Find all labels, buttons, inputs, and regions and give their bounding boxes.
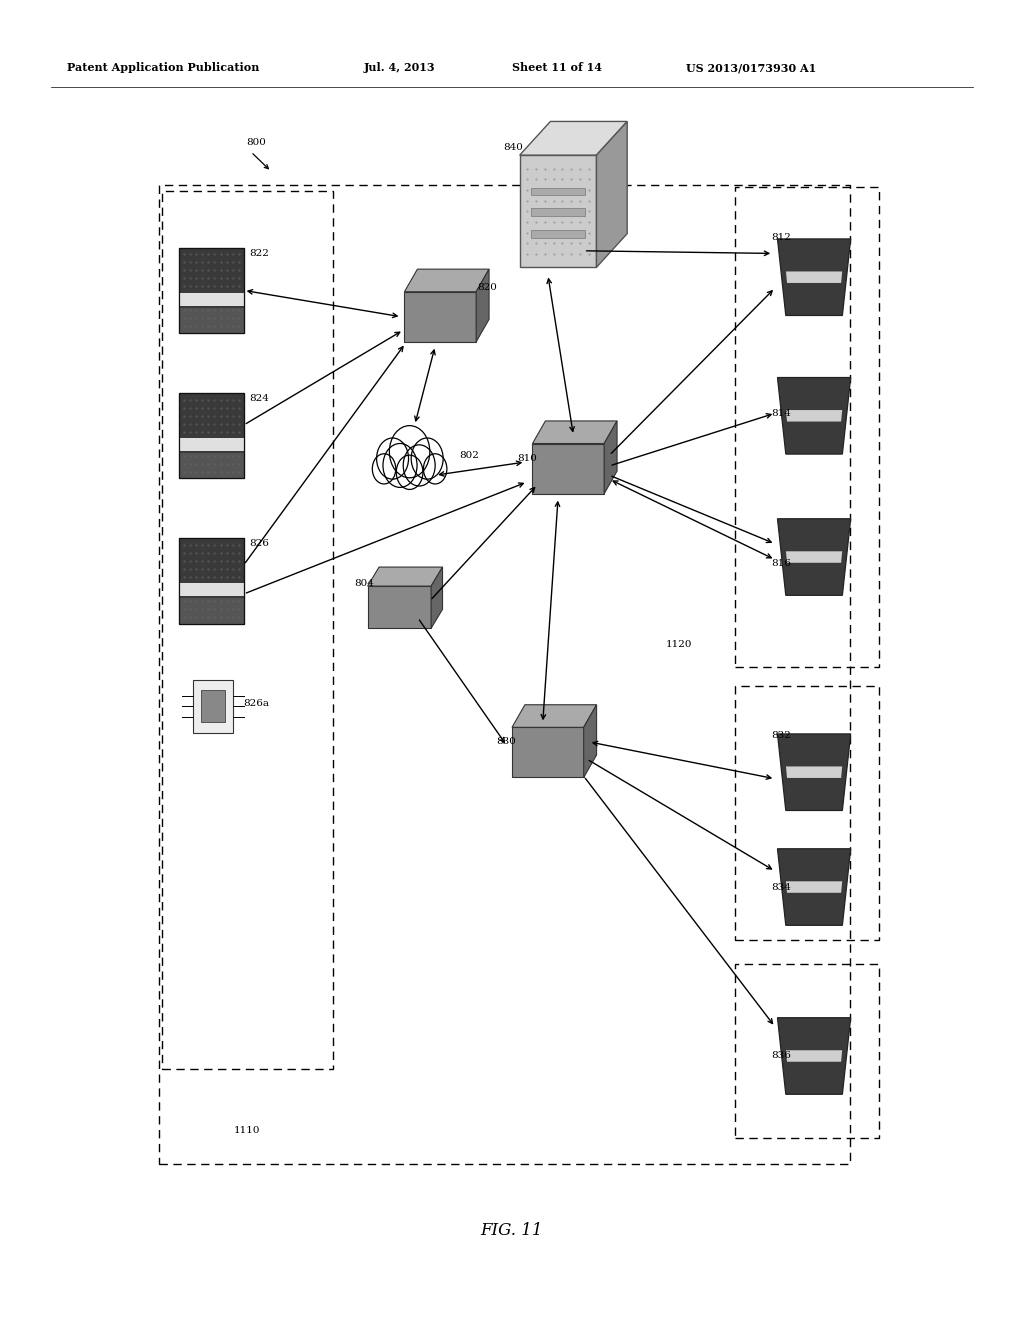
Circle shape [396,455,423,490]
Polygon shape [777,849,851,925]
Polygon shape [777,239,851,315]
Polygon shape [596,121,627,267]
Polygon shape [179,393,244,478]
Bar [520,154,596,267]
Circle shape [412,438,443,479]
Text: 802: 802 [459,451,478,459]
Bar [368,586,431,628]
Polygon shape [786,767,842,777]
Text: FIG. 11: FIG. 11 [480,1222,544,1238]
Polygon shape [532,421,617,444]
Polygon shape [512,705,597,727]
Circle shape [377,438,409,479]
Bar [735,187,879,667]
Bar [532,444,604,494]
Polygon shape [431,568,442,628]
Circle shape [383,444,417,487]
Text: 1120: 1120 [666,640,692,649]
Bar [179,583,244,597]
Text: 814: 814 [771,409,791,417]
Circle shape [389,425,430,478]
Text: 822: 822 [249,249,268,257]
Polygon shape [404,269,489,292]
Text: 816: 816 [771,560,791,568]
Text: 824: 824 [249,395,268,403]
Bar [179,598,244,623]
Polygon shape [786,552,842,562]
Bar [159,185,850,1164]
Text: US 2013/0173930 A1: US 2013/0173930 A1 [686,62,816,73]
Bar [512,727,584,777]
Polygon shape [777,519,851,595]
Polygon shape [786,272,842,282]
Polygon shape [179,248,244,333]
Text: 810: 810 [517,454,537,462]
Text: 804: 804 [354,579,374,587]
Bar [179,453,244,478]
Polygon shape [179,539,244,623]
Polygon shape [777,1018,851,1094]
Polygon shape [786,882,842,892]
Bar [179,248,244,333]
Text: Jul. 4, 2013: Jul. 4, 2013 [364,62,435,73]
Polygon shape [786,1051,842,1061]
Polygon shape [786,411,842,421]
Text: 820: 820 [477,284,497,292]
Polygon shape [368,568,442,586]
Text: 836: 836 [771,1052,791,1060]
Bar [404,292,476,342]
Polygon shape [777,378,851,454]
Bar [531,187,585,195]
Bar [735,686,879,940]
Text: 832: 832 [771,731,791,739]
Bar [531,207,585,215]
Bar [162,191,333,1069]
Text: Patent Application Publication: Patent Application Publication [67,62,259,73]
Bar [179,392,244,478]
Text: 812: 812 [771,234,791,242]
Text: 800: 800 [246,139,265,148]
Bar [179,539,244,623]
Polygon shape [476,269,489,342]
Polygon shape [777,734,851,810]
Circle shape [373,454,395,484]
Bar [531,230,585,238]
Polygon shape [584,705,597,777]
Text: 826a: 826a [244,700,269,708]
Polygon shape [520,121,627,156]
Text: 1110: 1110 [233,1126,260,1135]
Bar [179,308,244,333]
Bar [179,438,244,451]
Text: Sheet 11 of 14: Sheet 11 of 14 [512,62,602,73]
Bar [179,293,244,306]
Bar [193,680,233,733]
Text: 834: 834 [771,883,791,891]
Circle shape [403,445,435,486]
Circle shape [424,454,446,484]
Bar [735,964,879,1138]
Text: 830: 830 [497,738,516,746]
Text: 840: 840 [503,144,522,152]
Bar [201,690,225,722]
Polygon shape [604,421,617,494]
Text: 826: 826 [249,540,268,548]
